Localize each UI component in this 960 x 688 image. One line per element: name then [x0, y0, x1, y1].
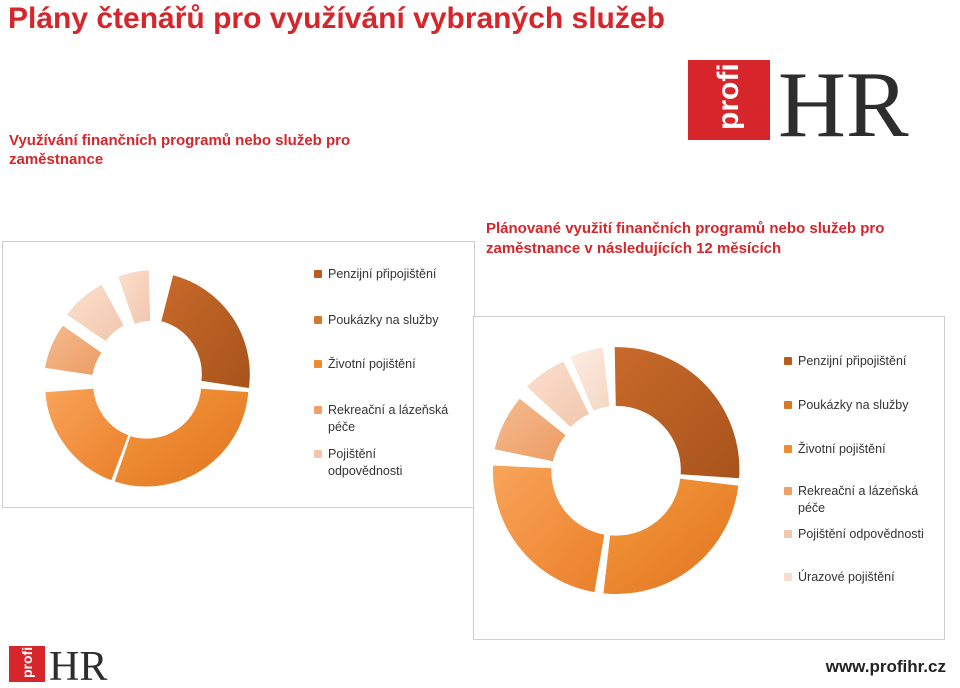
legend-swatch — [784, 573, 792, 581]
chart1-legend-item: Pojištění odpovědnosti — [314, 446, 434, 480]
chart1-panel: Penzijní připojištění Poukázky na služby… — [2, 241, 475, 508]
legend-swatch — [314, 270, 322, 278]
donut1-slice-penzijni — [160, 273, 251, 390]
donut2-slice-urazove — [569, 346, 611, 413]
profihr-logo-small: profi HR — [9, 644, 134, 688]
legend-label: Pojištění odpovědnosti — [328, 447, 403, 478]
chart2-panel: Penzijní připojištění Poukázky na služby… — [473, 316, 945, 640]
legend-label: Penzijní připojištění — [798, 354, 907, 368]
donut1-slice-poukazky — [113, 387, 250, 488]
chart2-donut — [491, 346, 741, 595]
legend-label: Rekreační a lázeňská péče — [328, 403, 449, 434]
section-subtitle: Využívání finančních programů nebo služe… — [9, 132, 351, 168]
logo-small-hr-text: HR — [49, 645, 107, 683]
legend-swatch — [784, 530, 792, 538]
legend-swatch — [784, 401, 792, 409]
profihr-logo: profi HR — [688, 53, 960, 157]
legend-swatch — [314, 450, 322, 458]
donut1-slice-pojisteni — [65, 283, 126, 343]
chart1-legend-item: Životní pojištění — [314, 356, 416, 373]
donut2-slice-penzijni — [613, 346, 741, 480]
chart2-title: Plánované využití finančních programů ne… — [486, 220, 885, 257]
chart2-legend-item: Penzijní připojištění — [784, 353, 906, 370]
legend-label: Poukázky na služby — [328, 313, 439, 327]
legend-swatch — [784, 445, 792, 453]
legend-label: Rekreační a lázeňská péče — [798, 484, 919, 515]
legend-label: Poukázky na služby — [798, 398, 909, 412]
donut2-slice-poukazky — [602, 477, 740, 595]
donut2-slice-rekreacni — [493, 397, 568, 463]
legend-label: Penzijní připojištění — [328, 267, 437, 281]
legend-label: Životní pojištění — [328, 357, 416, 371]
donut2-slice-zivotni — [491, 464, 606, 594]
chart2-legend-item: Pojištění odpovědnosti — [784, 526, 944, 543]
footer-url[interactable]: www.profihr.cz — [825, 657, 946, 676]
logo-small-profi-text: profi — [19, 647, 35, 678]
legend-label: Životní pojištění — [798, 442, 886, 456]
donut1-slice-rekreacni — [43, 324, 103, 377]
chart1-legend-item: Rekreační a lázeňská péče — [314, 402, 454, 436]
donut1-slice-zivotni — [44, 387, 130, 482]
legend-swatch — [314, 360, 322, 368]
chart2-legend-item: Životní pojištění — [784, 441, 886, 458]
chart2-legend-item: Úrazové pojištění — [784, 569, 895, 586]
legend-swatch — [784, 487, 792, 495]
logo-hr-text: HR — [778, 58, 909, 142]
legend-label: Úrazové pojištění — [798, 570, 895, 584]
chart2-legend-item: Rekreační a lázeňská péče — [784, 483, 924, 517]
chart1-donut — [43, 269, 251, 488]
page-title: Plány čtenářů pro využívání vybraných sl… — [8, 2, 665, 35]
legend-swatch — [784, 357, 792, 365]
legend-swatch — [314, 316, 322, 324]
chart2-legend-item: Poukázky na služby — [784, 397, 908, 414]
chart1-legend-item: Penzijní připojištění — [314, 266, 436, 283]
legend-label: Pojištění odpovědnosti — [798, 527, 924, 541]
chart1-legend-item: Poukázky na služby — [314, 312, 438, 329]
legend-swatch — [314, 406, 322, 414]
donut2-slice-pojisteni — [525, 360, 591, 429]
donut1-slice-small — [116, 269, 152, 326]
logo-profi-text: profi — [712, 63, 745, 130]
